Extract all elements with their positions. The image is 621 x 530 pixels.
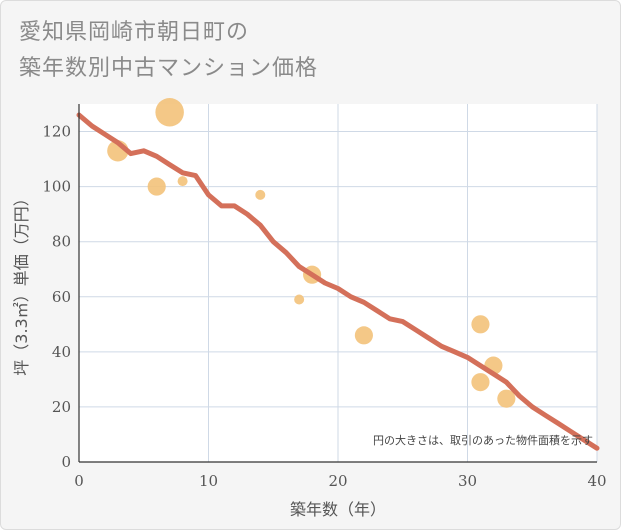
bubble-point-3 [177, 176, 188, 187]
bubble-point-11 [497, 389, 516, 408]
bubble-size-note: 円の大きさは、取引のあった物件面積を示す [373, 433, 593, 447]
bubble-point-4 [255, 189, 266, 200]
trend-line [76, 112, 600, 451]
chart-title: 愛知県岡崎市朝日町の 築年数別中古マンション価格 [19, 15, 318, 87]
trend-series [76, 112, 600, 451]
x-tick-label-30: 30 [458, 472, 477, 490]
x-tick-label-10: 10 [199, 472, 218, 490]
x-axis-title: 築年数（年） [290, 500, 386, 519]
chart-title-line-2: 築年数別中古マンション価格 [19, 56, 319, 81]
x-tick-label-0: 0 [74, 472, 84, 490]
grid-lines [78, 104, 598, 463]
y-tick-label-0: 0 [61, 453, 71, 471]
bubble-point-8 [471, 315, 490, 334]
y-tick-label-20: 20 [52, 398, 71, 416]
y-tick-label-40: 40 [52, 343, 71, 361]
bubble-point-7 [354, 326, 373, 345]
y-axis-title: 坪（3.3㎡）単価（万円） [12, 190, 31, 375]
y-tick-label-100: 100 [42, 178, 71, 196]
bubble-point-5 [294, 294, 305, 305]
y-tick-label-80: 80 [52, 233, 71, 251]
y-tick-label-60: 60 [52, 288, 71, 306]
tick-labels: 0 10 20 30 40 0 20 40 60 80 100 120 [42, 123, 606, 490]
bubble-point-9 [471, 373, 490, 392]
y-tick-label-120: 120 [42, 123, 71, 141]
chart-title-line-1: 愛知県岡崎市朝日町の [19, 20, 250, 45]
bubble-point-1 [147, 177, 166, 196]
x-tick-label-20: 20 [328, 472, 347, 490]
x-tick-label-40: 40 [587, 472, 606, 490]
bubble-point-2 [155, 98, 184, 127]
axes [78, 104, 597, 463]
